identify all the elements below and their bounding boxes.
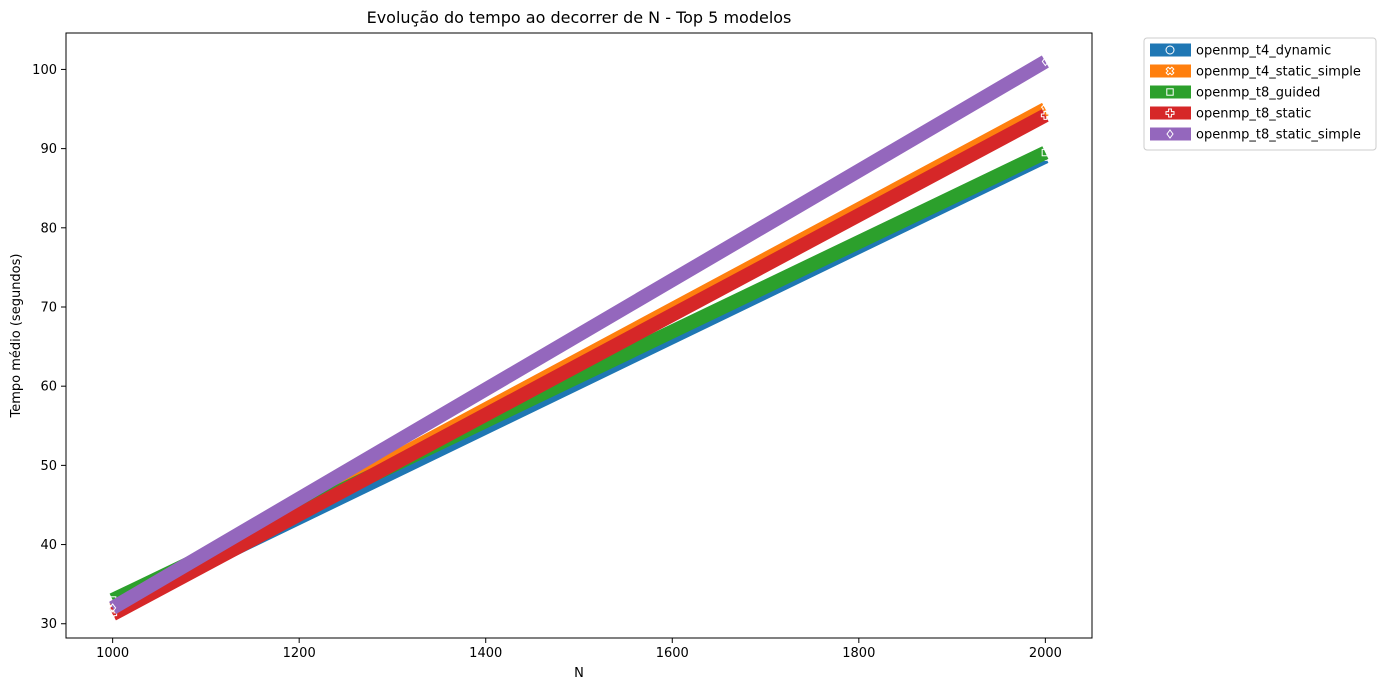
legend-label: openmp_t8_static_simple: [1196, 128, 1361, 143]
x-tick-label: 1800: [842, 646, 875, 661]
y-tick-label: 70: [40, 300, 57, 315]
legend-item: openmp_t8_static_simple: [1150, 127, 1361, 143]
data-point-marker: [1041, 148, 1050, 157]
x-tick-label: 1400: [469, 646, 502, 661]
y-tick-label: 30: [40, 617, 57, 632]
legend-marker: [1165, 66, 1175, 76]
legend-swatch: [1150, 43, 1191, 57]
legend-label: openmp_t8_static: [1196, 107, 1311, 122]
series-line: [109, 55, 1049, 614]
data-point-marker: [1041, 56, 1049, 67]
y-tick-label: 50: [40, 459, 57, 474]
series-openmp_t8_static_simple: [109, 55, 1049, 614]
y-tick-label: 40: [40, 538, 57, 553]
x-tick-label: 2000: [1029, 646, 1062, 661]
plot-lines: [108, 55, 1050, 621]
x-tick-label: 1600: [656, 646, 689, 661]
legend: openmp_t4_dynamic openmp_t4_static_simple…: [1143, 37, 1377, 151]
legend-swatch: [1150, 106, 1191, 120]
data-point-marker: [1040, 110, 1050, 120]
series-openmp_t8_static: [108, 109, 1050, 621]
y-tick-label: 100: [32, 63, 57, 78]
legend-marker: [1165, 45, 1175, 55]
y-axis: 30 40 50 60 70 80 90 100: [32, 63, 66, 632]
legend-item: openmp_t8_guided: [1150, 85, 1320, 101]
data-point-marker: [109, 603, 117, 613]
legend-label: openmp_t4_static_simple: [1196, 65, 1361, 80]
legend-label: openmp_t8_guided: [1196, 86, 1320, 101]
y-tick-label: 80: [40, 221, 57, 236]
legend-item: openmp_t4_dynamic: [1150, 43, 1331, 59]
data-point-marker: [108, 609, 118, 619]
y-tick-label: 90: [40, 142, 57, 157]
legend-swatch: [1150, 85, 1191, 99]
legend-label: openmp_t4_dynamic: [1196, 44, 1331, 59]
y-axis-label: Tempo médio (segundos): [9, 254, 24, 419]
legend-marker: [1166, 88, 1174, 96]
legend-swatch: [1150, 127, 1191, 141]
y-tick-label: 60: [40, 380, 57, 395]
plot-frame: [65, 32, 1093, 639]
x-tick-label: 1000: [96, 646, 129, 661]
legend-swatch: [1150, 64, 1191, 78]
x-axis-label: N: [574, 666, 584, 681]
chart-title: Evolução do tempo ao decorrer de N - Top…: [367, 8, 792, 27]
legend-box: [1143, 37, 1377, 151]
x-axis: 1000 1200 1400 1600 1800 2000: [96, 638, 1062, 661]
legend-item: openmp_t4_static_simple: [1150, 64, 1361, 80]
legend-marker: [1165, 108, 1175, 118]
series-line: [109, 109, 1049, 621]
legend-item: openmp_t8_static: [1150, 106, 1311, 122]
legend-marker: [1166, 129, 1174, 139]
x-tick-label: 1200: [283, 646, 316, 661]
